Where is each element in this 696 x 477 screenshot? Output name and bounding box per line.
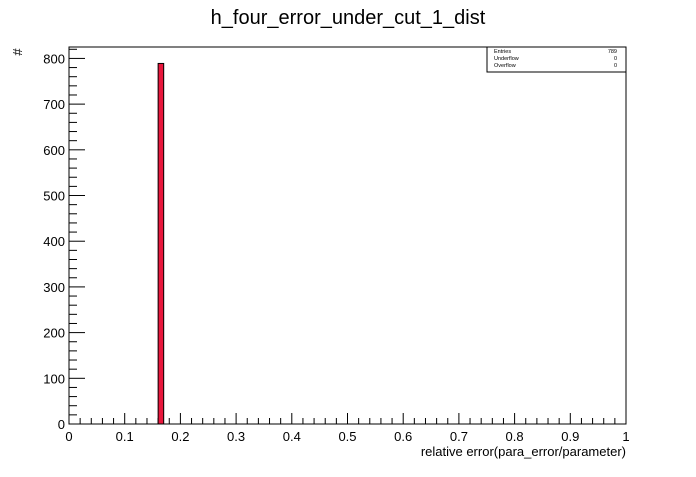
histogram-bar	[157, 62, 165, 425]
chart-title: h_four_error_under_cut_1_dist	[211, 7, 486, 29]
stats-label: Overflow	[494, 63, 516, 69]
y-axis-label: #	[10, 48, 25, 56]
x-tick-label: 0.4	[283, 429, 301, 444]
x-tick-label: 0.2	[171, 429, 189, 444]
x-tick-label: 0.7	[450, 429, 468, 444]
x-tick-label: 0.9	[561, 429, 579, 444]
x-tick-label: 0.8	[506, 429, 524, 444]
x-tick-label: 0	[65, 429, 72, 444]
y-tick-label: 300	[43, 280, 65, 295]
y-tick-label: 500	[43, 189, 65, 204]
stats-value: 0	[614, 56, 617, 62]
y-tick-label: 200	[43, 326, 65, 341]
y-tick-label: 800	[43, 51, 65, 66]
stats-box-frame	[486, 46, 627, 73]
axis-ticks: 0 0.1 0.2 0.3 0.4 0.5 0.6 0.7 0.8 0.9 1 0 100 200 300 4…	[43, 48, 630, 444]
x-tick-label: 1	[622, 429, 629, 444]
x-tick-label: 0.1	[116, 429, 134, 444]
y-tick-label: 700	[43, 97, 65, 112]
x-tick-label: 0.3	[227, 429, 245, 444]
stats-value: 0	[614, 63, 617, 69]
stats-value: 789	[608, 49, 617, 55]
x-tick-label: 0.5	[338, 429, 356, 444]
stats-box: Entries 789 Underflow 0 Overflow 0	[486, 46, 627, 73]
y-tick-label: 100	[43, 371, 65, 386]
stats-label: Underflow	[494, 56, 519, 62]
y-tick-label: 0	[58, 417, 65, 432]
plot-frame	[68, 46, 627, 425]
x-tick-label: 0.6	[394, 429, 412, 444]
histogram-bars	[157, 62, 165, 425]
stats-label: Entries	[494, 49, 511, 55]
y-tick-label: 600	[43, 143, 65, 158]
x-axis-label: relative error(para_error/parameter)	[421, 444, 626, 459]
y-tick-label: 400	[43, 234, 65, 249]
